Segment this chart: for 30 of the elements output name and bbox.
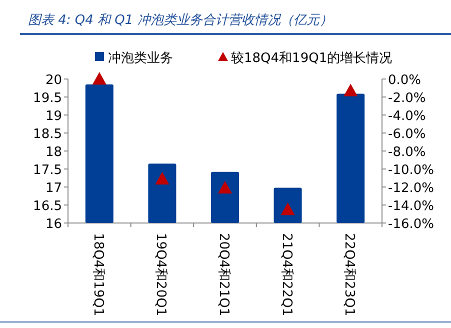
x-tick-label: 22Q4和23Q1 (342, 233, 357, 316)
y2-tick-label: -16.0% (388, 217, 434, 232)
x-tick-label: 20Q4和21Q1 (216, 233, 231, 316)
legend-label: 冲泡类业务 (108, 51, 173, 66)
y-tick-label: 19 (45, 109, 62, 124)
y-tick-label: 20 (45, 73, 62, 88)
y-tick-label: 16.5 (33, 199, 62, 214)
y2-tick-label: -8.0% (388, 145, 426, 160)
y-tick-label: 17 (45, 181, 62, 196)
y2-tick-label: -10.0% (388, 163, 434, 178)
point (218, 180, 232, 194)
chart-title: 图表 4: Q4 和 Q1 冲泡类业务合计营收情况（亿元） (28, 13, 332, 28)
y-tick-label: 17.5 (33, 163, 62, 178)
x-tick-label: 18Q4和19Q1 (90, 233, 106, 316)
y2-tick-label: 0.0% (388, 73, 422, 88)
y-tick-label: 16 (45, 217, 62, 232)
x-tick-label: 21Q4和22Q1 (278, 233, 294, 316)
y-tick-label: 18.5 (33, 127, 62, 142)
y-tick-label: 18 (45, 145, 62, 160)
y2-tick-label: -12.0% (388, 181, 434, 196)
y2-tick-label: -14.0% (388, 199, 434, 214)
point (344, 84, 358, 96)
y-tick-label: 19.5 (33, 91, 62, 106)
point (92, 72, 106, 85)
y2-tick-label: -6.0% (388, 127, 426, 142)
y2-tick-label: -4.0% (388, 109, 426, 124)
y2-tick-label: -2.0% (388, 91, 426, 106)
x-tick-label: 19Q4和20Q1 (153, 233, 168, 316)
legend-label: 较18Q4和19Q1的增长情况 (231, 51, 392, 66)
point (155, 172, 170, 184)
